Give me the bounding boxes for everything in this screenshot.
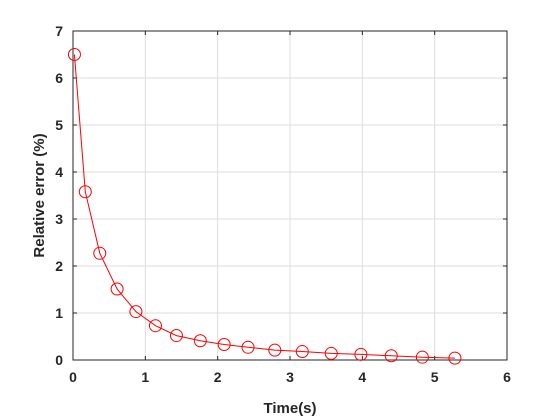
- data-point-marker: [78, 185, 92, 199]
- data-point-marker: [448, 351, 462, 365]
- y-tick-label: 7: [55, 23, 63, 39]
- data-point-marker: [110, 282, 124, 296]
- y-tick-label: 3: [55, 211, 63, 227]
- axis-ticks: 0 1 2 3 4 5 6 0 1 2 3 4 5 6 7: [55, 23, 511, 385]
- data-point-marker: [148, 319, 162, 333]
- data-point-marker: [268, 343, 282, 357]
- x-tick-label: 6: [503, 369, 511, 385]
- data-point-marker: [415, 350, 429, 364]
- series-layer: [67, 48, 462, 365]
- y-tick-label: 6: [55, 70, 63, 86]
- x-tick-label: 1: [141, 369, 149, 385]
- data-point-marker: [67, 48, 81, 61]
- series-line: [73, 54, 455, 359]
- data-point-marker: [241, 340, 255, 354]
- x-tick-label: 2: [214, 369, 222, 385]
- data-point-marker: [169, 329, 183, 343]
- data-point-marker: [384, 349, 398, 363]
- data-point-marker: [193, 334, 207, 348]
- data-point-marker: [295, 345, 309, 359]
- x-tick-label: 5: [431, 369, 439, 385]
- data-point-marker: [217, 337, 231, 351]
- grid: [73, 31, 507, 360]
- data-point-marker: [93, 246, 107, 260]
- data-point-marker: [324, 346, 338, 360]
- data-point-marker: [129, 305, 143, 319]
- y-tick-label: 5: [55, 117, 63, 133]
- x-tick-label: 3: [286, 369, 294, 385]
- y-axis-label: Relative error (%): [31, 133, 48, 257]
- x-axis-label: Time(s): [263, 400, 316, 417]
- y-tick-label: 4: [55, 164, 63, 180]
- x-tick-label: 4: [358, 369, 366, 385]
- data-point-marker: [354, 347, 368, 361]
- x-tick-label: 0: [69, 369, 77, 385]
- y-tick-label: 0: [55, 352, 63, 368]
- y-tick-label: 2: [55, 258, 63, 274]
- y-tick-label: 1: [55, 305, 63, 321]
